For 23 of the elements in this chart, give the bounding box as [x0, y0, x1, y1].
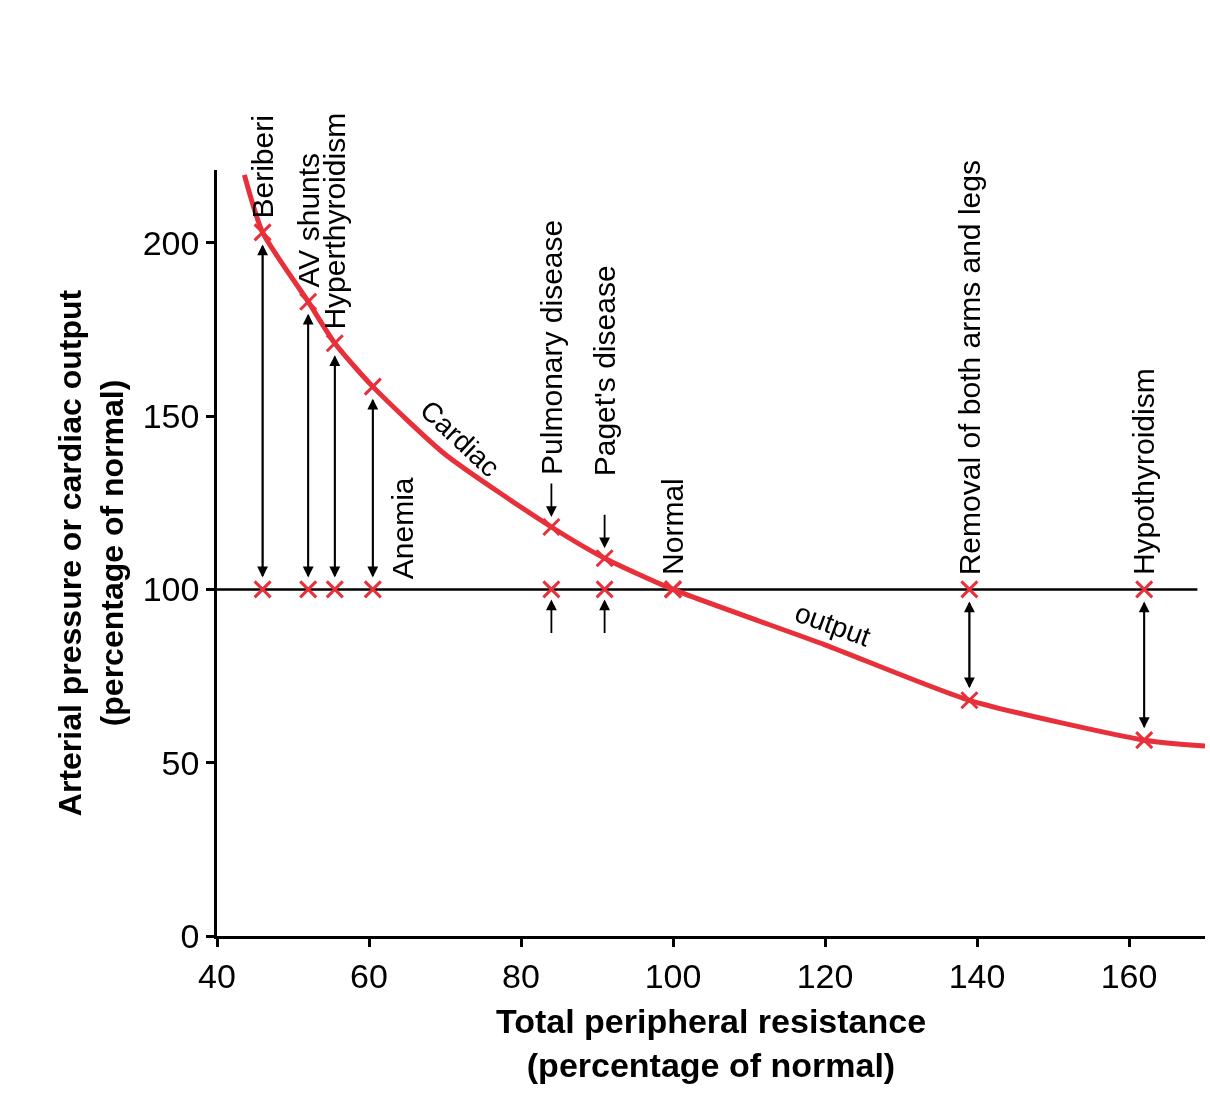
y-tick-label: 150 — [142, 396, 200, 435]
y-tick-label: 100 — [142, 570, 200, 609]
annotation: Beriberi — [245, 115, 279, 219]
annotation: Pulmonary disease — [534, 219, 568, 475]
x-axis-title: Total peripheral resistance (percentage of normal) — [495, 1001, 927, 1085]
y-axis-title: Arterial pressure or cardiac output (percentage of normal) — [52, 289, 131, 817]
x-tick-label: 120 — [796, 956, 854, 995]
x-tick-label: 80 — [502, 956, 540, 995]
annotation: Hyperthyroidism — [318, 112, 351, 330]
annotation: Removal of both arms and legs — [952, 160, 986, 576]
annotation: Normal — [656, 478, 690, 575]
x-tick-label: 160 — [1100, 956, 1158, 995]
x-tick-label: 100 — [644, 956, 702, 995]
y-tick-label: 200 — [142, 223, 200, 262]
annotation: output — [790, 596, 875, 653]
annotation: Paget's disease — [587, 265, 621, 477]
x-tick-label: 60 — [350, 956, 388, 995]
annotation: Anemia — [386, 477, 420, 580]
y-tick-label: 50 — [161, 743, 200, 782]
x-tick-label: 140 — [948, 956, 1006, 995]
y-tick-label: 0 — [180, 916, 200, 955]
annotation: Hypothyroidism — [1127, 368, 1161, 576]
x-tick-label: 40 — [198, 956, 236, 995]
